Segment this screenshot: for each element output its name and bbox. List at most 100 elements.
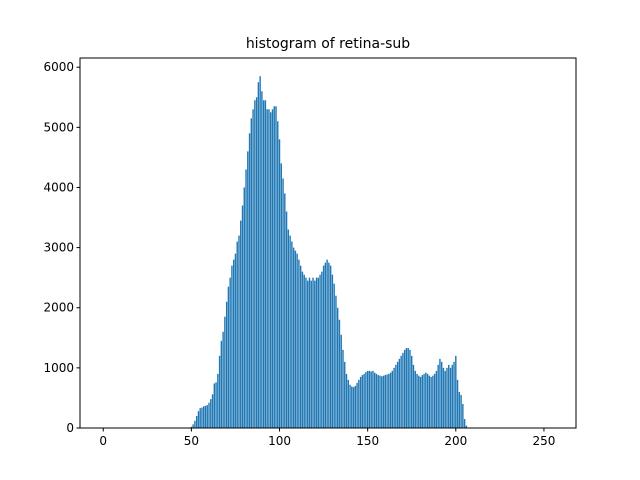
bar bbox=[462, 403, 464, 428]
bar bbox=[359, 376, 362, 428]
bar bbox=[314, 280, 316, 428]
bar bbox=[463, 418, 466, 428]
bar bbox=[238, 235, 240, 428]
chart-title: histogram of retina-sub bbox=[246, 36, 410, 52]
bar bbox=[243, 187, 245, 428]
bar bbox=[366, 370, 369, 428]
bars bbox=[190, 76, 468, 429]
bar bbox=[310, 280, 312, 428]
bar bbox=[210, 399, 212, 428]
bar bbox=[409, 349, 411, 428]
bar bbox=[329, 265, 332, 428]
y-tick-label: 3000 bbox=[43, 241, 74, 255]
bar bbox=[250, 118, 253, 429]
bar bbox=[299, 265, 302, 428]
x-tick-label: 50 bbox=[184, 434, 199, 448]
bar bbox=[301, 271, 304, 428]
bar bbox=[241, 205, 244, 428]
bar bbox=[307, 280, 309, 428]
bar bbox=[395, 364, 397, 428]
bar bbox=[277, 121, 279, 429]
y-tick-label: 2000 bbox=[43, 301, 74, 315]
bar bbox=[194, 420, 196, 428]
bar bbox=[432, 375, 434, 428]
bar bbox=[240, 220, 242, 428]
bar bbox=[460, 394, 462, 428]
bar bbox=[374, 372, 376, 428]
y-tick-label: 6000 bbox=[43, 60, 74, 74]
bar bbox=[442, 367, 445, 428]
x-tick-label: 100 bbox=[268, 434, 291, 448]
bar bbox=[331, 274, 334, 428]
bar bbox=[358, 379, 360, 428]
bar bbox=[220, 340, 223, 428]
bar bbox=[208, 402, 210, 428]
bar bbox=[232, 259, 235, 428]
bar bbox=[280, 163, 282, 428]
bar bbox=[382, 375, 385, 428]
bar bbox=[349, 384, 351, 428]
bar bbox=[319, 274, 321, 428]
bar bbox=[384, 375, 386, 428]
bar bbox=[222, 331, 224, 428]
bar bbox=[303, 274, 305, 428]
bar bbox=[403, 349, 406, 428]
bar bbox=[458, 391, 461, 428]
bar bbox=[275, 106, 277, 428]
bar bbox=[259, 76, 261, 428]
bar bbox=[453, 361, 455, 428]
bar bbox=[465, 425, 468, 428]
y-tick-label: 5000 bbox=[43, 120, 74, 134]
bar bbox=[393, 367, 395, 428]
bar bbox=[379, 375, 381, 428]
bar bbox=[252, 109, 254, 429]
bar bbox=[308, 277, 311, 428]
bar bbox=[285, 211, 288, 428]
bar bbox=[388, 373, 390, 428]
bar bbox=[264, 100, 267, 429]
bar bbox=[407, 348, 409, 428]
bar bbox=[199, 408, 201, 428]
bar bbox=[411, 355, 413, 428]
bar bbox=[266, 109, 268, 429]
bar bbox=[428, 375, 431, 428]
bar bbox=[225, 301, 228, 428]
bar bbox=[317, 277, 320, 428]
bar bbox=[203, 406, 205, 428]
bar bbox=[344, 361, 346, 428]
bar bbox=[377, 375, 379, 428]
bar bbox=[426, 373, 429, 428]
bar bbox=[261, 91, 263, 429]
bar bbox=[270, 112, 272, 428]
bar bbox=[227, 286, 230, 428]
bar bbox=[342, 349, 344, 428]
bar bbox=[365, 372, 367, 428]
bar bbox=[231, 265, 233, 428]
bar bbox=[423, 373, 425, 428]
bar bbox=[439, 358, 441, 428]
bar bbox=[435, 370, 438, 428]
bar bbox=[282, 178, 284, 428]
bar bbox=[345, 373, 348, 428]
bar bbox=[255, 97, 258, 428]
bar bbox=[416, 373, 418, 428]
bar bbox=[333, 283, 335, 428]
bar bbox=[247, 151, 249, 428]
bar bbox=[245, 169, 247, 428]
bar bbox=[375, 373, 378, 428]
bar bbox=[312, 277, 314, 428]
bar bbox=[278, 139, 281, 429]
bar bbox=[398, 358, 401, 428]
bar bbox=[296, 253, 298, 428]
bar bbox=[347, 379, 349, 428]
bar bbox=[190, 426, 193, 428]
bar bbox=[335, 295, 337, 428]
bar bbox=[449, 367, 452, 428]
bar bbox=[356, 382, 358, 428]
bar bbox=[324, 262, 327, 428]
bar bbox=[206, 405, 208, 428]
bar bbox=[213, 383, 216, 428]
bar bbox=[218, 355, 221, 428]
bar bbox=[273, 106, 275, 428]
